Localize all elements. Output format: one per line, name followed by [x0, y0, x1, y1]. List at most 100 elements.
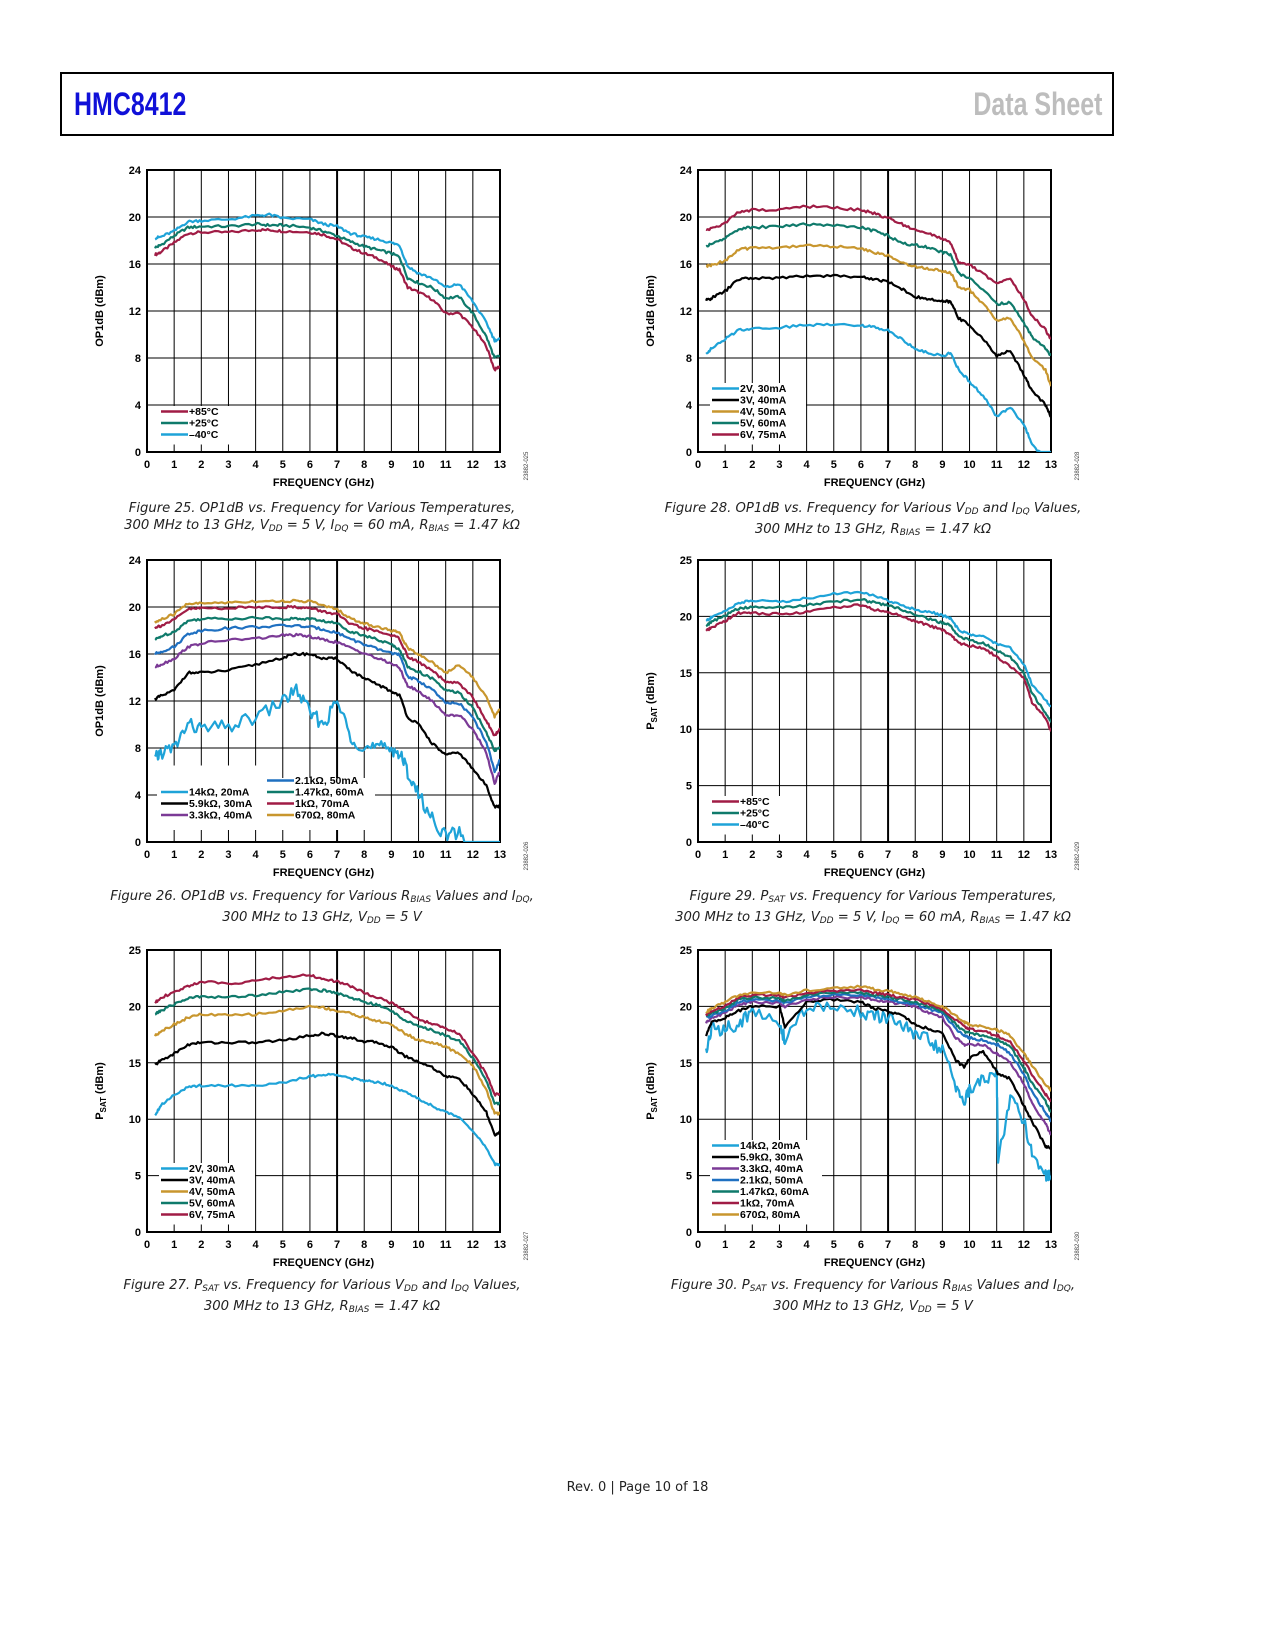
series-line-0 — [154, 683, 500, 842]
legend-label: 1.47kΩ, 60mA — [295, 787, 365, 799]
series-line-3 — [154, 623, 500, 774]
series-line-1 — [705, 997, 1051, 1150]
y-tick-label: 10 — [129, 1114, 141, 1126]
series-line-2 — [705, 243, 1051, 387]
x-tick-label: 12 — [1018, 459, 1030, 471]
x-tick-label: 9 — [388, 459, 394, 471]
legend-label: –40°C — [189, 429, 219, 441]
legend-label: 3.3kΩ, 40mA — [740, 1163, 804, 1175]
x-tick-label: 5 — [831, 849, 837, 861]
x-axis-label: FREQUENCY (GHz) — [273, 867, 375, 879]
legend-label: 6V, 75mA — [740, 429, 787, 441]
x-axis-label: FREQUENCY (GHz) — [824, 477, 926, 489]
legend-label: 14kΩ, 20mA — [189, 787, 250, 799]
x-tick-label: 1 — [722, 1239, 728, 1251]
plot-frame — [146, 559, 501, 843]
x-tick-label: 10 — [963, 459, 975, 471]
y-tick-label: 10 — [680, 724, 692, 736]
y-tick-label: 24 — [680, 165, 693, 177]
series-line-5 — [154, 604, 500, 737]
series-line-0 — [705, 322, 1051, 452]
legend-label: 4V, 50mA — [189, 1186, 236, 1198]
x-tick-label: 6 — [858, 1239, 864, 1251]
figure-caption: Figure 28. OP1dB vs. Frequency for Vario… — [664, 501, 1082, 538]
x-tick-label: 11 — [440, 1239, 452, 1251]
y-tick-label: 10 — [680, 1114, 692, 1126]
x-tick-label: 7 — [334, 849, 340, 861]
x-tick-label: 9 — [939, 849, 945, 861]
y-tick-label: 20 — [680, 1001, 692, 1013]
series-line-2 — [154, 632, 500, 785]
y-tick-label: 4 — [135, 400, 142, 412]
y-tick-label: 16 — [129, 259, 141, 271]
series-line-4 — [705, 204, 1051, 340]
series-group — [705, 204, 1051, 452]
y-tick-label: 8 — [686, 353, 692, 365]
legend-label: 5.9kΩ, 30mA — [740, 1152, 804, 1164]
legend-label: 1kΩ, 70mA — [295, 798, 350, 810]
x-tick-label: 0 — [695, 1239, 701, 1251]
x-tick-label: 10 — [412, 1239, 424, 1251]
x-tick-label: 13 — [1045, 459, 1057, 471]
y-tick-label: 15 — [129, 1058, 141, 1070]
series-line-0 — [705, 1000, 1051, 1182]
legend-label: 2.1kΩ, 50mA — [740, 1175, 804, 1187]
x-tick-label: 4 — [804, 1239, 811, 1251]
y-tick-label: 12 — [680, 306, 692, 318]
x-tick-label: 13 — [494, 459, 506, 471]
x-tick-label: 3 — [776, 459, 782, 471]
figure-caption: Figure 29. PSAT vs. Frequency for Variou… — [675, 889, 1071, 926]
plot-frame — [146, 949, 501, 1233]
x-tick-label: 7 — [334, 459, 340, 471]
x-tick-label: 2 — [198, 1239, 204, 1251]
figure-id: 23882-029 — [1075, 841, 1081, 870]
y-tick-label: 0 — [135, 1227, 141, 1239]
x-tick-label: 11 — [991, 1239, 1003, 1251]
x-tick-label: 11 — [440, 459, 452, 471]
legend-label: 14kΩ, 20mA — [740, 1140, 801, 1152]
y-tick-label: 20 — [129, 602, 141, 614]
x-tick-label: 9 — [939, 1239, 945, 1251]
legend-label: 670Ω, 80mA — [295, 810, 356, 822]
series-group — [154, 973, 500, 1167]
x-tick-label: 1 — [171, 459, 177, 471]
series-line-0 — [705, 603, 1051, 732]
x-tick-label: 3 — [225, 459, 231, 471]
x-tick-label: 3 — [225, 1239, 231, 1251]
x-tick-label: 13 — [1045, 1239, 1057, 1251]
figure-caption: Figure 30. PSAT vs. Frequency for Variou… — [670, 1278, 1076, 1315]
figure-id: 23882-030 — [1075, 1231, 1081, 1260]
document-type: Data Sheet — [972, 86, 1102, 122]
x-tick-label: 11 — [440, 849, 452, 861]
y-tick-label: 8 — [135, 353, 141, 365]
x-tick-label: 10 — [963, 1239, 975, 1251]
x-tick-label: 0 — [695, 459, 701, 471]
y-tick-label: 0 — [686, 837, 692, 849]
series-line-0 — [154, 1072, 500, 1167]
x-tick-label: 5 — [831, 459, 837, 471]
series-group — [154, 212, 500, 372]
x-tick-label: 2 — [749, 1239, 755, 1251]
plot-frame — [697, 169, 1052, 453]
x-tick-label: 9 — [939, 459, 945, 471]
figure-id: 23882-028 — [1075, 451, 1081, 480]
x-tick-label: 2 — [749, 459, 755, 471]
y-tick-label: 0 — [135, 837, 141, 849]
x-tick-label: 4 — [804, 459, 811, 471]
plot-frame — [697, 559, 1052, 843]
legend-label: 670Ω, 80mA — [740, 1209, 801, 1221]
x-tick-label: 13 — [494, 849, 506, 861]
y-axis-label: OP1dB (dBm) — [645, 275, 657, 347]
x-tick-label: 4 — [253, 849, 260, 861]
x-axis-label: FREQUENCY (GHz) — [273, 477, 375, 489]
y-tick-label: 0 — [686, 1227, 692, 1239]
x-tick-label: 10 — [412, 459, 424, 471]
legend-label: 1kΩ, 70mA — [740, 1198, 795, 1210]
legend-label: 2V, 30mA — [740, 383, 787, 395]
y-tick-label: 20 — [129, 212, 141, 224]
legend-label: 1.47kΩ, 60mA — [740, 1186, 810, 1198]
